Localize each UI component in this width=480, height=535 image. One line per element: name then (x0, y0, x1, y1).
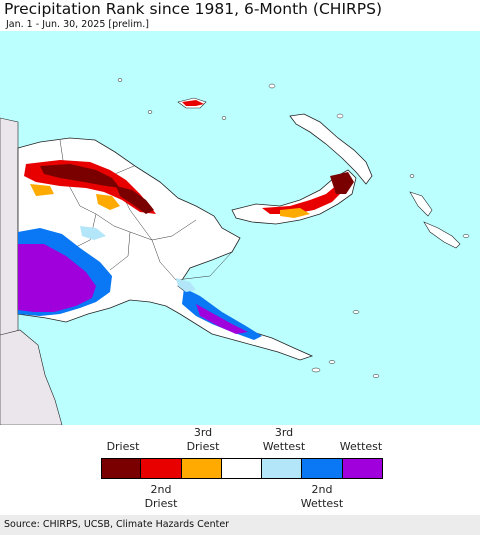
small-islands (117, 78, 470, 378)
legend-label-second-driest-line2: Driest (144, 497, 178, 510)
wet-region-southeast (176, 278, 262, 340)
legend-top-labels: Driest 3rd Driest 3rd Wettest Wettest (0, 426, 480, 456)
swatch-wettest (342, 458, 383, 479)
legend-label-third-driest-line1: 3rd (193, 426, 213, 439)
map-subtitle: Jan. 1 - Jun. 30, 2025 [prelim.] (6, 19, 149, 30)
legend-label-third-wettest-line2: Wettest (262, 440, 306, 453)
legend-label-driest-line1: Driest (106, 440, 140, 453)
legend-label-third-wettest: 3rd Wettest (262, 426, 306, 454)
legend-label-second-wettest-line1: 2nd (311, 483, 333, 496)
swatch-third-wettest (262, 458, 303, 479)
legend-label-wettest: Wettest (338, 440, 384, 454)
dry-region-new-britain (262, 172, 354, 218)
precipitation-rank-map (0, 31, 480, 425)
swatch-second-driest (141, 458, 182, 479)
legend-label-third-driest-line2: Driest (186, 440, 220, 453)
dry-region-north (24, 160, 156, 214)
neighbor-land-south (0, 329, 63, 425)
legend-label-third-driest: 3rd Driest (183, 426, 223, 454)
swatch-driest (101, 458, 142, 479)
swatch-third-driest (181, 458, 222, 479)
wet-region-southwest (18, 226, 112, 316)
footer-bar: Source: CHIRPS, UCSB, Climate Hazards Ce… (0, 515, 480, 535)
legend-label-third-wettest-line1: 3rd (274, 426, 294, 439)
swatch-second-wettest (302, 458, 343, 479)
png-mainland (17, 137, 314, 361)
legend-label-second-driest-line1: 2nd (150, 483, 172, 496)
swatch-normal (221, 458, 263, 479)
legend-label-second-driest: 2nd Driest (141, 483, 181, 511)
new-britain (231, 169, 357, 225)
solomon-islands (423, 221, 461, 249)
legend-label-driest: Driest (103, 440, 143, 454)
bougainville (409, 191, 433, 217)
source-credit: Source: CHIRPS, UCSB, Climate Hazards Ce… (4, 519, 230, 530)
new-ireland (289, 113, 373, 185)
dry-region-manus (182, 100, 204, 106)
legend-label-wettest-line1: Wettest (339, 440, 383, 453)
legend-swatches (101, 458, 383, 479)
legend-label-second-wettest-line2: Wettest (300, 497, 344, 510)
legend-label-second-wettest: 2nd Wettest (298, 483, 346, 511)
map-title: Precipitation Rank since 1981, 6-Month (… (4, 0, 383, 18)
